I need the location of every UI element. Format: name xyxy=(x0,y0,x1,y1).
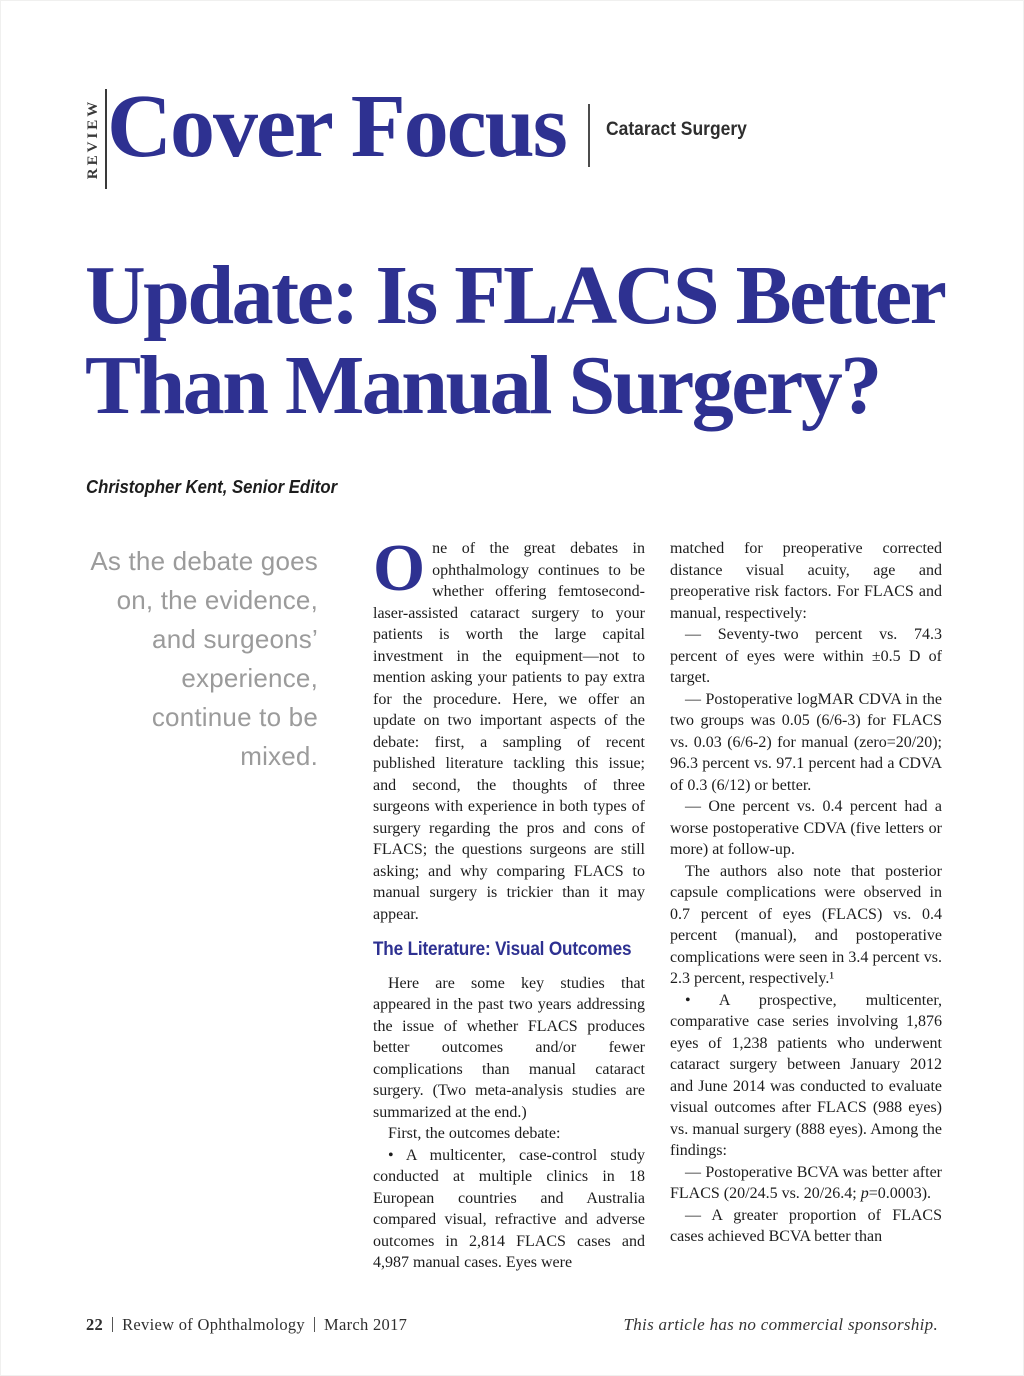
paragraph: Here are some key studies that appeared … xyxy=(373,974,645,1121)
footer-divider xyxy=(313,1317,315,1332)
footer-divider xyxy=(112,1317,114,1332)
paragraph-bullet: • A multicenter, case-control study cond… xyxy=(373,1146,645,1272)
sponsorship-note: This article has no commercial sponsorsh… xyxy=(623,1315,938,1334)
masthead-divider xyxy=(588,104,590,167)
publication-name: Review of Ophthalmology xyxy=(122,1315,305,1334)
article-title: Update: Is FLACS Better Than Manual Surg… xyxy=(85,251,965,431)
paragraph-text: =0.0003). xyxy=(868,1185,932,1202)
paragraph-text: — Postoperative BCVA was better after FL… xyxy=(670,1163,942,1203)
review-vertical-label: REVIEW xyxy=(81,89,107,189)
page-number: 22 xyxy=(86,1315,104,1334)
cover-focus-title: Cover Focus xyxy=(107,77,568,176)
paragraph-dash: — Postoperative logMAR CDVA in the two g… xyxy=(670,690,942,794)
paragraph-dash: — A greater proportion of FLACS cases ac… xyxy=(670,1206,942,1246)
paragraph: The authors also note that posterior cap… xyxy=(670,862,942,988)
paragraph-dash: — Postoperative BCVA was better after FL… xyxy=(670,1162,942,1205)
paragraph: matched for preoperative corrected dista… xyxy=(670,540,942,622)
paragraph-bullet: • A prospective, multicenter, comparativ… xyxy=(670,991,942,1160)
drop-cap: O xyxy=(373,531,426,605)
article-body: As the debate goes on, the evidence, and… xyxy=(86,531,942,1296)
byline: Christopher Kent, Senior Editor xyxy=(86,477,338,497)
paragraph: First, the outcomes debate: xyxy=(388,1125,561,1142)
section-heading: The Literature: Visual Outcomes xyxy=(373,938,632,960)
article-title-line1: Update: Is FLACS Better xyxy=(85,249,947,342)
section-tag: Cataract Surgery xyxy=(606,119,747,140)
p-value-italic: p xyxy=(860,1185,869,1202)
paragraph-dash: — Seventy-two percent vs. 74.3 percent o… xyxy=(670,626,942,686)
column-right: matched for preoperative corrected dista… xyxy=(670,538,942,1296)
pull-quote: As the debate goes on, the evidence, and… xyxy=(90,546,318,771)
footer-left: 22 Review of Ophthalmology March 2017 xyxy=(86,1315,407,1335)
article-title-line2: Than Manual Surgery? xyxy=(85,339,882,432)
issue-date: March 2017 xyxy=(323,1315,408,1334)
paragraph-dash: — One percent vs. 0.4 percent had a wors… xyxy=(670,798,942,858)
paragraph-lead-text: ne of the great debates in ophthalmology… xyxy=(373,540,645,923)
page-footer: 22 Review of Ophthalmology March 2017 This… xyxy=(86,1315,938,1335)
